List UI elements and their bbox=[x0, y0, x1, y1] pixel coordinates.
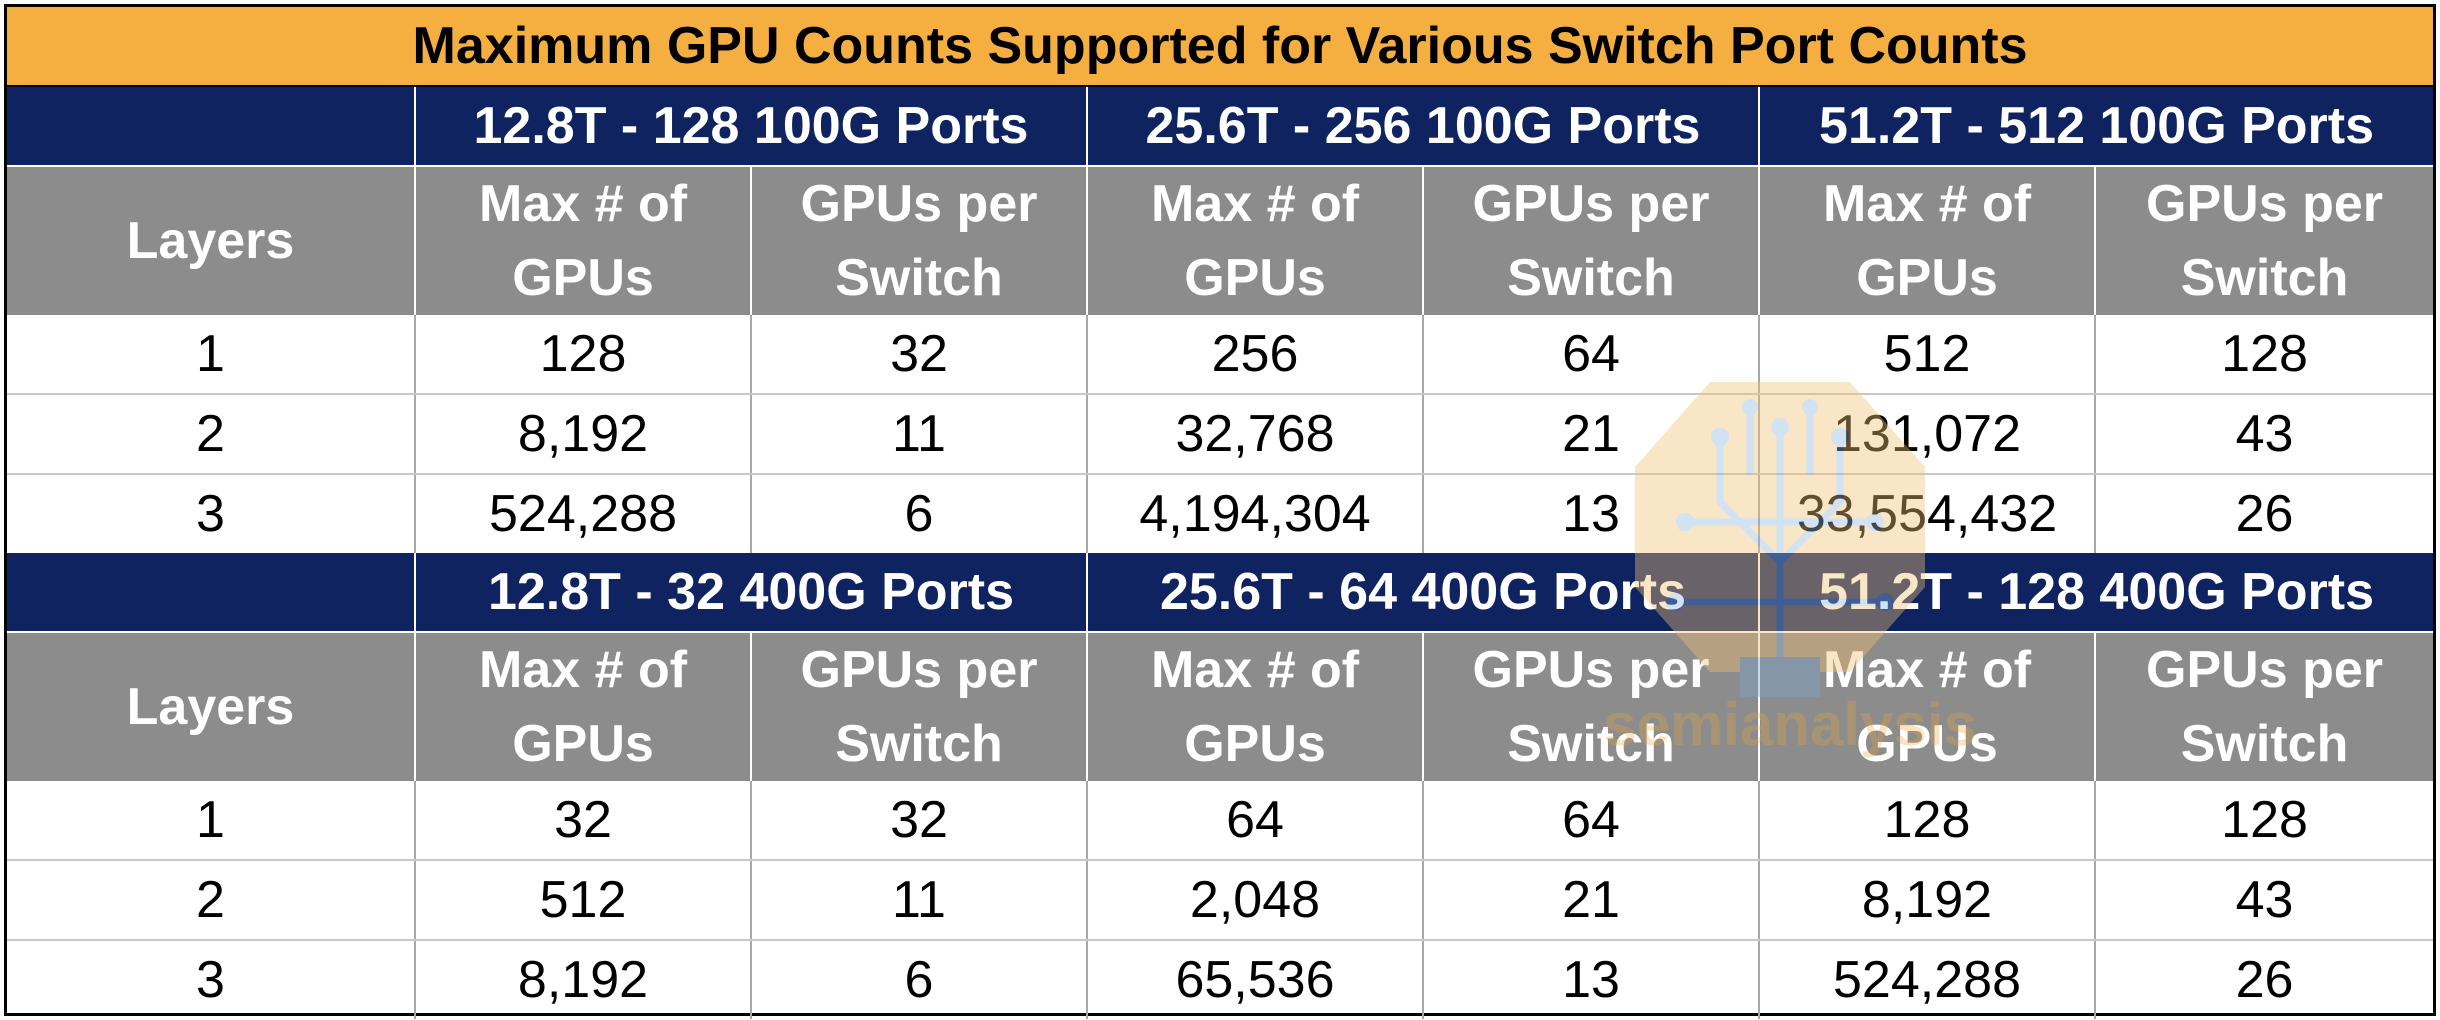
max-gpus-cell: 512 bbox=[415, 860, 752, 941]
gpus-per-switch-header: GPUs per Switch bbox=[751, 632, 1088, 781]
max-gpus-cell: 2,048 bbox=[1087, 860, 1424, 941]
gpus-per-switch-cell: 26 bbox=[2235, 951, 2294, 1009]
gpus-per-switch-cell: 64 bbox=[1423, 315, 1760, 395]
column-header-row: Layers Max # of GPUs GPUs per Switch Max #… bbox=[7, 632, 2434, 781]
max-gpus-header: Max # of GPUs bbox=[1759, 166, 2096, 315]
gpus-per-switch-cell: 6 bbox=[751, 940, 1088, 1019]
layers-cell: 1 bbox=[7, 315, 416, 395]
table-row: 2 8,192 11 32,768 21 131,072 43 bbox=[7, 394, 2434, 475]
gpus-per-switch-cell: 21 bbox=[1423, 860, 1760, 941]
gpus-per-switch-cell: 64 bbox=[1423, 781, 1760, 861]
group-header-51-2t: 51.2T - 128 400G Ports bbox=[1759, 553, 2434, 633]
max-gpus-cell: 128 bbox=[415, 315, 752, 395]
gpus-per-switch-cell: 11 bbox=[751, 394, 1088, 475]
table-title: Maximum GPU Counts Supported for Various… bbox=[7, 7, 2434, 87]
gpus-per-switch-cell: 128 bbox=[2095, 781, 2434, 861]
max-gpus-header: Max # of GPUs bbox=[415, 166, 752, 315]
max-gpus-header: Max # of GPUs bbox=[1759, 632, 2096, 781]
gpus-per-switch-cell: 13 bbox=[1423, 474, 1760, 553]
max-gpus-cell: 128 bbox=[1759, 781, 2096, 861]
max-gpus-cell: 524,288 bbox=[1759, 940, 2096, 1019]
max-gpus-header: Max # of GPUs bbox=[1087, 166, 1424, 315]
max-gpus-cell: 65,536 bbox=[1087, 940, 1424, 1019]
layers-cell: 3 bbox=[7, 940, 416, 1019]
gpus-per-switch-cell: 32 bbox=[751, 315, 1088, 395]
band-spacer bbox=[7, 553, 416, 633]
port-group-band: 12.8T - 32 400G Ports 25.6T - 64 400G Po… bbox=[7, 553, 2434, 633]
layers-cell: 1 bbox=[7, 781, 416, 861]
max-gpus-header: Max # of GPUs bbox=[1087, 632, 1424, 781]
layers-cell: 3 bbox=[7, 474, 416, 553]
max-gpus-cell: 512 bbox=[1759, 315, 2096, 395]
max-gpus-header: Max # of GPUs bbox=[415, 632, 752, 781]
group-header-25-6t: 25.6T - 256 100G Ports bbox=[1087, 86, 1760, 167]
gpus-per-switch-cell: 128 bbox=[2095, 315, 2434, 395]
column-header-row: Layers Max # of GPUs GPUs per Switch Max #… bbox=[7, 166, 2434, 315]
max-gpus-cell: 4,194,304 bbox=[1087, 474, 1424, 553]
table-row: 2 512 11 2,048 21 8,192 43 bbox=[7, 860, 2434, 941]
port-group-band: 12.8T - 128 100G Ports 25.6T - 256 100G … bbox=[7, 86, 2434, 167]
max-gpus-cell: 524,288 bbox=[415, 474, 752, 553]
gpu-count-table: Maximum GPU Counts Supported for Various… bbox=[7, 7, 2434, 1019]
gpus-per-switch-cell: 21 bbox=[1423, 394, 1760, 475]
table-row: 3 8,192 6 65,536 13 524,288 26 bbox=[7, 940, 2433, 1019]
gpus-per-switch-cell: 26 bbox=[2235, 485, 2294, 543]
gpus-per-switch-cell: 11 bbox=[751, 860, 1088, 941]
max-gpus-cell: 32 bbox=[415, 781, 752, 861]
max-gpus-cell: 256 bbox=[1087, 315, 1424, 395]
layers-header: Layers bbox=[7, 632, 416, 781]
table-row: 3 524,288 6 4,194,304 13 33,554,432 26 bbox=[7, 474, 2433, 553]
group-header-12-8t: 12.8T - 32 400G Ports bbox=[415, 553, 1088, 633]
gpus-per-switch-header: GPUs per Switch bbox=[1423, 632, 1760, 781]
table-frame: Maximum GPU Counts Supported for Various… bbox=[4, 4, 2436, 1019]
gpus-per-switch-cell: 6 bbox=[751, 474, 1088, 553]
max-gpus-cell: 32,768 bbox=[1087, 394, 1424, 475]
max-gpus-cell: 131,072 bbox=[1759, 394, 2096, 475]
group-header-12-8t: 12.8T - 128 100G Ports bbox=[415, 86, 1088, 167]
max-gpus-cell: 8,192 bbox=[1759, 860, 2096, 941]
max-gpus-cell: 64 bbox=[1087, 781, 1424, 861]
gpus-per-switch-header: GPUs per Switch bbox=[2095, 632, 2434, 781]
table-row: 1 128 32 256 64 512 128 bbox=[7, 315, 2434, 395]
gpus-per-switch-header: GPUs per Switch bbox=[751, 166, 1088, 315]
group-header-51-2t: 51.2T - 512 100G Ports bbox=[1759, 86, 2434, 167]
max-gpus-cell: 33,554,432 bbox=[1759, 474, 2096, 553]
gpus-per-switch-header: GPUs per Switch bbox=[2095, 166, 2434, 315]
max-gpus-cell: 8,192 bbox=[415, 940, 752, 1019]
band-spacer bbox=[7, 86, 416, 167]
table-row: 1 32 32 64 64 128 128 bbox=[7, 781, 2434, 861]
layers-header: Layers bbox=[7, 166, 416, 315]
layers-cell: 2 bbox=[7, 394, 416, 475]
max-gpus-cell: 8,192 bbox=[415, 394, 752, 475]
layers-cell: 2 bbox=[7, 860, 416, 941]
gpus-per-switch-cell: 43 bbox=[2095, 394, 2434, 475]
gpus-per-switch-header: GPUs per Switch bbox=[1423, 166, 1760, 315]
gpus-per-switch-cell: 13 bbox=[1423, 940, 1760, 1019]
gpus-per-switch-cell: 32 bbox=[751, 781, 1088, 861]
gpus-per-switch-cell: 43 bbox=[2095, 860, 2434, 941]
group-header-25-6t: 25.6T - 64 400G Ports bbox=[1087, 553, 1760, 633]
